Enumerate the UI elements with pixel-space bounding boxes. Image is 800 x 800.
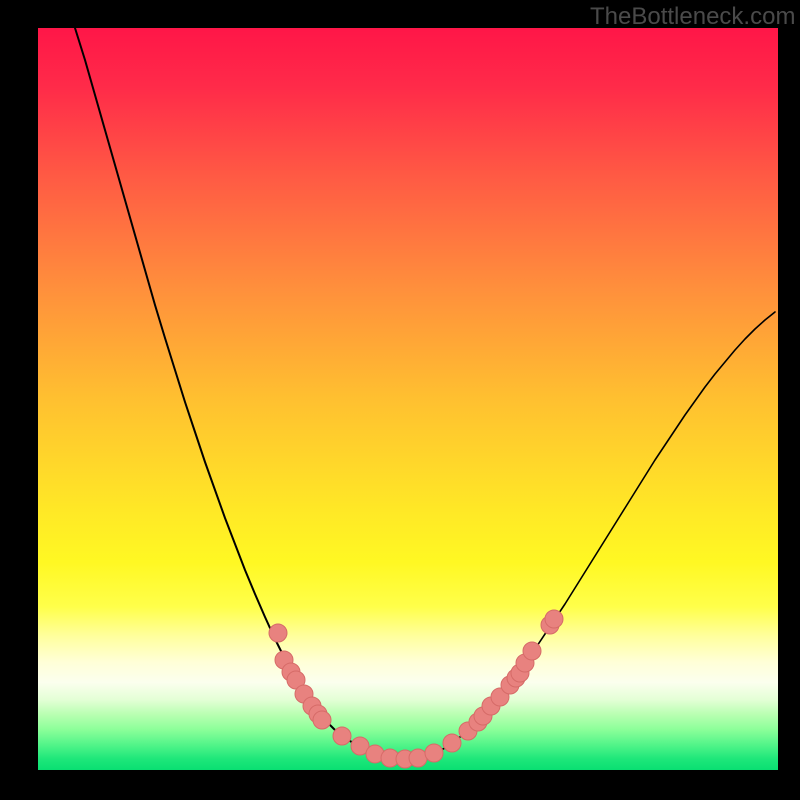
data-marker: [269, 624, 287, 642]
bottleneck-curve-chart: [0, 0, 800, 800]
plot-background: [38, 28, 778, 770]
watermark-text: TheBottleneck.com: [590, 3, 795, 31]
chart-outer: TheBottleneck.com: [0, 0, 800, 800]
data-marker: [425, 744, 443, 762]
data-marker: [313, 711, 331, 729]
data-marker: [523, 642, 541, 660]
data-marker: [333, 727, 351, 745]
data-marker: [409, 749, 427, 767]
data-marker: [443, 734, 461, 752]
data-marker: [545, 610, 563, 628]
